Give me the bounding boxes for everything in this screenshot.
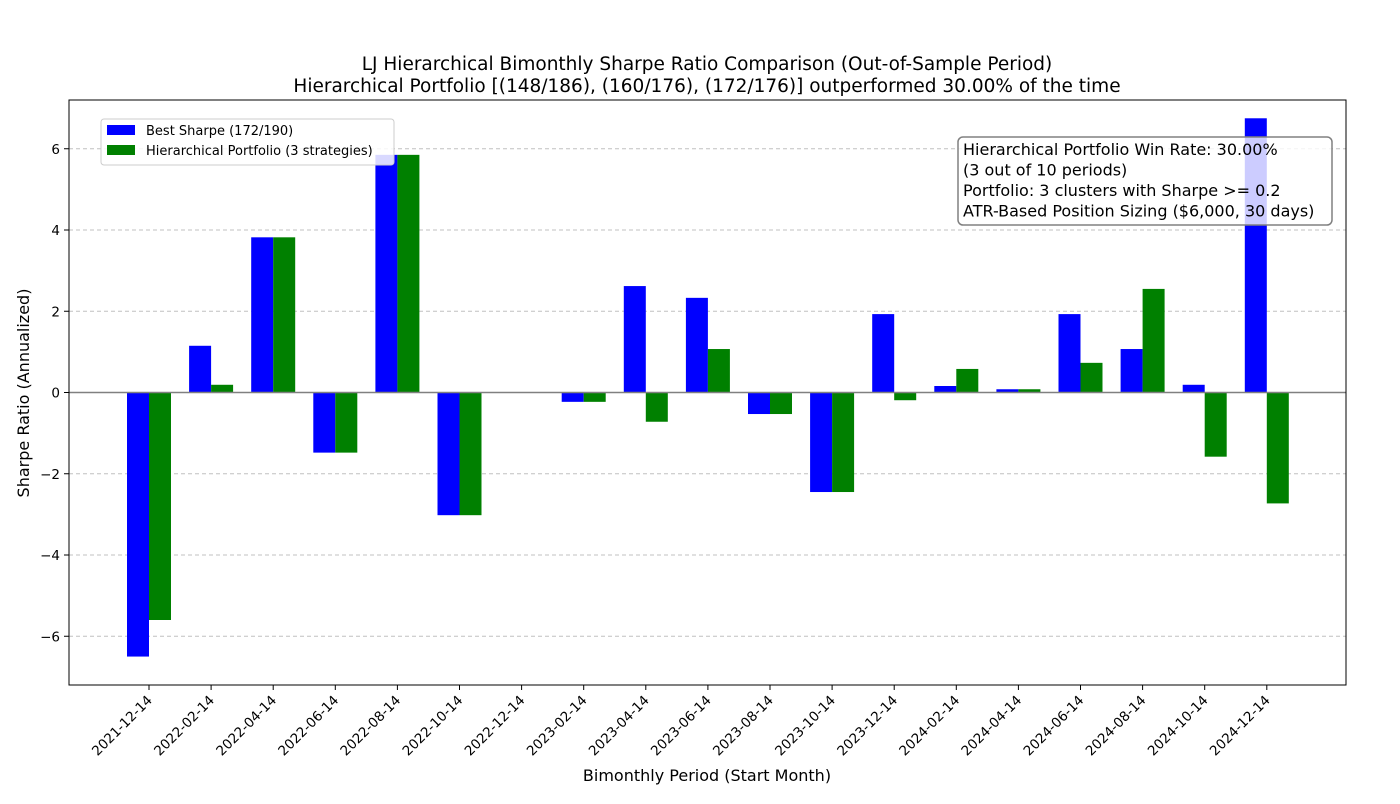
bar-hierarchical-portfolio (149, 392, 171, 620)
bar-best-sharpe (996, 389, 1019, 393)
bar-hierarchical-portfolio (273, 237, 296, 393)
x-tick-label: 2022-12-14 (462, 693, 529, 760)
y-tick-label: 0 (51, 386, 60, 402)
y-tick-label: 2 (51, 304, 60, 320)
bar-best-sharpe (127, 392, 149, 657)
bar-best-sharpe (748, 392, 770, 415)
x-tick-label: 2023-08-14 (710, 693, 777, 760)
bar-hierarchical-portfolio (1018, 389, 1041, 393)
chart-title: LJ Hierarchical Bimonthly Sharpe Ratio C… (362, 54, 1053, 75)
x-tick-label: 2024-10-14 (1145, 693, 1212, 760)
legend-label: Best Sharpe (172/190) (146, 124, 293, 139)
bar-best-sharpe (934, 386, 957, 393)
bar-hierarchical-portfolio (459, 392, 482, 516)
legend: Best Sharpe (172/190) Hierarchical Portfo… (100, 118, 395, 166)
x-tick-label: 2024-08-14 (1083, 693, 1150, 760)
y-tick-label: −6 (40, 629, 60, 645)
legend-swatch (107, 125, 135, 135)
legend-label: Hierarchical Portfolio (3 strategies) (146, 144, 373, 159)
annotation-box: Hierarchical Portfolio Win Rate: 30.00% (… (957, 136, 1333, 226)
annotation-line: Portfolio: 3 clusters with Sharpe >= 0.2 (963, 181, 1281, 200)
x-tick-label: 2023-12-14 (834, 693, 901, 760)
x-axis-label: Bimonthly Period (Start Month) (583, 766, 831, 785)
y-tick-label: −2 (40, 467, 60, 483)
bar-best-sharpe (1182, 384, 1205, 393)
y-tick-label: −4 (40, 548, 60, 564)
bar-hierarchical-portfolio (1266, 392, 1289, 504)
annotation-frame (957, 136, 1333, 226)
x-tick-label: 2023-10-14 (772, 693, 839, 760)
bar-hierarchical-portfolio (1080, 362, 1103, 393)
bar-hierarchical-portfolio (335, 392, 358, 453)
bar-best-sharpe (561, 392, 584, 402)
bar-hierarchical-portfolio (894, 392, 917, 401)
bar-hierarchical-portfolio (1204, 392, 1227, 457)
y-tick-label: 4 (51, 223, 60, 239)
x-tick-label: 2024-06-14 (1021, 693, 1088, 760)
x-tick-label: 2023-04-14 (586, 693, 653, 760)
bar-best-sharpe (189, 345, 212, 393)
bar-hierarchical-portfolio (770, 392, 792, 415)
legend-frame (100, 118, 395, 166)
bar-best-sharpe (623, 286, 646, 393)
x-tick-label: 2022-04-14 (213, 693, 280, 760)
bar-best-sharpe (1058, 314, 1081, 393)
annotation-line: Hierarchical Portfolio Win Rate: 30.00% (963, 140, 1278, 159)
bar-hierarchical-portfolio (1142, 288, 1165, 393)
bar-hierarchical-portfolio (707, 349, 730, 393)
y-axis-label: Sharpe Ratio (Annualized) (14, 289, 33, 498)
x-tick-label: 2024-04-14 (958, 693, 1025, 760)
annotation-line: (3 out of 10 periods) (963, 161, 1127, 180)
bar-best-sharpe (872, 314, 895, 393)
bar-hierarchical-portfolio (397, 154, 420, 393)
bar-best-sharpe (437, 392, 460, 516)
bar-best-sharpe (375, 154, 398, 393)
bar-best-sharpe (251, 237, 274, 393)
bar-hierarchical-portfolio (645, 392, 668, 422)
x-tick-label: 2024-02-14 (896, 693, 963, 760)
x-tick-label: 2022-08-14 (337, 693, 404, 760)
x-tick-label: 2022-06-14 (275, 693, 342, 760)
x-tick-label: 2023-06-14 (648, 693, 715, 760)
chart-subtitle: Hierarchical Portfolio [(148/186), (160/… (293, 76, 1120, 97)
bar-hierarchical-portfolio (956, 368, 979, 393)
bar-hierarchical-portfolio (832, 392, 855, 493)
x-tick-label: 2022-10-14 (400, 693, 467, 760)
x-tick-label: 2024-12-14 (1207, 693, 1274, 760)
bar-best-sharpe (1120, 349, 1143, 393)
x-tick-label: 2023-02-14 (524, 693, 591, 760)
y-tick-label: 6 (51, 142, 60, 158)
legend-swatch (107, 145, 135, 155)
y-axis: −6 −4 −2 0 2 4 6 (40, 142, 69, 645)
x-axis: 2021-12-142022-02-142022-04-142022-06-14… (89, 685, 1274, 759)
x-tick-label: 2021-12-14 (89, 693, 156, 760)
annotation-line: ATR-Based Position Sizing ($6,000, 30 da… (963, 202, 1314, 221)
bar-best-sharpe (685, 297, 708, 393)
bar-hierarchical-portfolio (211, 384, 234, 393)
bar-best-sharpe (313, 392, 336, 453)
bar-best-sharpe (810, 392, 833, 493)
bar-hierarchical-portfolio (583, 392, 606, 402)
x-tick-label: 2022-02-14 (151, 693, 218, 760)
